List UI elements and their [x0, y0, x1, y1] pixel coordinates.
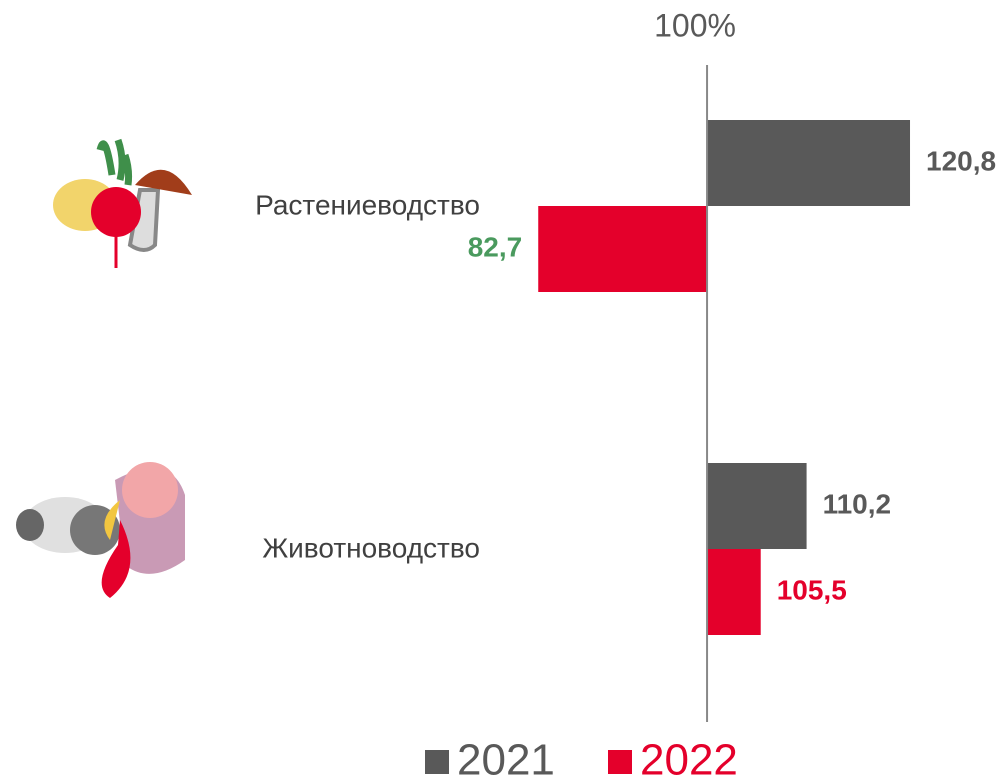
value-label: 120,8	[926, 145, 996, 176]
icon-animals	[16, 462, 185, 598]
legend-label: 2022	[640, 736, 738, 780]
x-tick-label: 100%	[654, 7, 736, 43]
bar	[707, 463, 807, 549]
icon-plants	[53, 138, 192, 268]
bar	[538, 206, 708, 292]
bar	[707, 120, 911, 206]
value-label: 82,7	[468, 231, 523, 262]
value-label: 105,5	[777, 574, 847, 605]
legend-label: 2021	[457, 736, 555, 780]
value-label: 110,2	[823, 488, 892, 519]
legend-swatch	[425, 750, 449, 774]
bar	[707, 549, 761, 635]
category-label: Животноводство	[262, 532, 480, 563]
category-label: Растениеводство	[255, 189, 480, 220]
legend-swatch	[608, 750, 632, 774]
